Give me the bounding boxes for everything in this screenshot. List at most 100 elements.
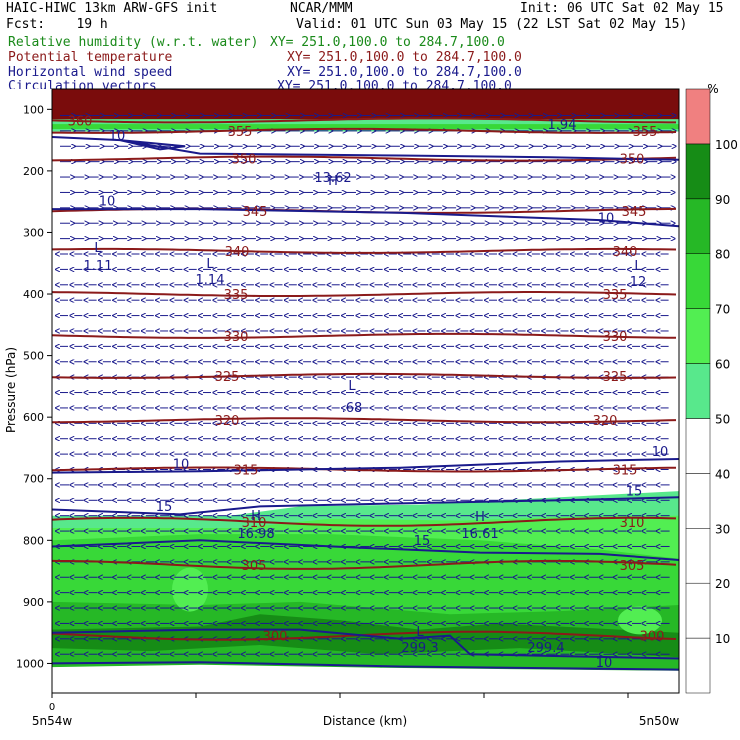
- colorbar-tick-label: 80: [715, 248, 730, 262]
- wind-label: 15: [156, 500, 173, 515]
- extremum-value: 16.61: [461, 527, 498, 542]
- wind-15-lower: [52, 539, 679, 561]
- legend-xy-theta: XY= 251.0,100.0 to 284.7,100.0: [287, 50, 522, 65]
- theta-label-355: 355: [228, 125, 253, 140]
- theta-label-360: 360: [68, 114, 93, 129]
- theta-contour-320: [52, 417, 677, 424]
- theta-label-330: 330: [603, 330, 628, 345]
- legend-xy-vectors: XY= 251.0,100.0 to 284.7,100.0: [277, 80, 512, 89]
- theta-label-345: 345: [243, 205, 268, 220]
- extremum-mark: H: [328, 174, 338, 189]
- x-start-label: 5n54w: [32, 714, 73, 728]
- init-time: Init: 06 UTC Sat 02 May 15: [520, 1, 724, 16]
- extremum-mark: L: [206, 257, 214, 272]
- extremum-value: .68: [342, 401, 363, 416]
- wind-10-mid: [52, 458, 679, 474]
- wind-label: 15: [414, 534, 431, 549]
- wind-label: 10: [652, 445, 669, 460]
- extremum-value: 16.98: [237, 527, 274, 542]
- colorbar-segment: [685, 418, 711, 474]
- extremum-value: 12: [630, 275, 647, 290]
- theta-contour-360: [52, 117, 676, 124]
- extremum-mark: H: [251, 509, 261, 524]
- wind-label: 10: [173, 457, 190, 472]
- rh-fill-patch: [618, 606, 662, 635]
- extremum-mark: L: [348, 379, 356, 394]
- theta-label-305: 305: [620, 559, 645, 574]
- colorbar-tick-label: 10: [715, 632, 730, 646]
- legend-xy-rh: XY= 251.0,100.0 to 284.7,100.0: [270, 35, 505, 50]
- theta-label-350: 350: [620, 153, 645, 168]
- theta-label-315: 315: [234, 464, 259, 479]
- wind-15-upper: [52, 496, 679, 516]
- y-tick-label: 200: [23, 165, 44, 178]
- y-tick-label: 500: [23, 350, 44, 363]
- theta-contour-350: [52, 155, 677, 162]
- wind-10-jet: [52, 208, 679, 228]
- colorbar-tick-label: 20: [715, 577, 730, 591]
- colorbar-tick-label: 70: [715, 303, 730, 317]
- theta-contour-315: [52, 466, 677, 473]
- y-tick-label: 300: [23, 226, 44, 239]
- colorbar-tick-label: 30: [715, 522, 730, 536]
- colorbar-segment: [685, 637, 711, 694]
- y-tick-label: 700: [23, 473, 44, 486]
- colorbar-tick-label: 100: [715, 138, 738, 152]
- wind-contour-layer: [52, 136, 679, 671]
- theta-label-310: 310: [620, 516, 645, 531]
- extremum-value: 299.3: [401, 641, 438, 656]
- theta-label-320: 320: [593, 414, 618, 429]
- extremum-value: 1.14: [196, 273, 225, 288]
- wind-label: 10: [598, 212, 615, 227]
- y-tick-label: 1000: [16, 657, 44, 670]
- colorbar-tick-label: 90: [715, 193, 730, 207]
- valid-time: Valid: 01 UTC Sun 03 May 15 (22 LST Sat …: [296, 17, 688, 32]
- colorbar-unit: %: [707, 82, 718, 96]
- wind-label: 10: [99, 194, 116, 209]
- theta-label-305: 305: [242, 559, 267, 574]
- y-tick-label: 600: [23, 411, 44, 424]
- theta-label-330: 330: [224, 330, 249, 345]
- colorbar-segment: [685, 198, 711, 254]
- theta-contour-340: [52, 247, 677, 254]
- theta-contour-330: [52, 332, 677, 339]
- legend-label-theta: Potential temperature: [8, 50, 173, 65]
- wind-label: 10: [109, 129, 126, 144]
- forecast-hour: Fcst: 19 h: [6, 17, 108, 32]
- theta-label-325: 325: [603, 370, 628, 385]
- contour-label-layer: 360 355 355 350 350 345 345 340 340 335 335 330 330 3…: [68, 114, 669, 671]
- theta-label-355: 355: [633, 125, 658, 140]
- colorbar-tick-label: 40: [715, 467, 730, 481]
- theta-contour-325: [52, 372, 677, 379]
- theta-label-340: 340: [613, 245, 638, 260]
- theta-label-300: 300: [640, 630, 665, 645]
- legend-xy-wind: XY= 251.0,100.0 to 284.7,100.0: [287, 65, 522, 80]
- x-axis-label: Distance (km): [323, 714, 407, 728]
- colorbar-segment: [685, 363, 711, 419]
- institution-label: NCAR/MMM: [290, 1, 353, 16]
- extremum-mark: H: [475, 510, 485, 525]
- theta-label-310: 310: [242, 516, 267, 531]
- legend-label-rh: Relative humidity (w.r.t. water): [8, 35, 259, 50]
- theta-label-315: 315: [613, 464, 638, 479]
- model-title: HAIC-HIWC 13km ARW-GFS init: [6, 1, 218, 16]
- wind-label: 10: [596, 656, 613, 671]
- x-zero-label: 0: [49, 702, 55, 713]
- extremum-value: 1.94: [548, 118, 577, 133]
- theta-contour-310: [52, 516, 677, 527]
- theta-contour-335: [52, 291, 677, 297]
- y-tick-label: 800: [23, 534, 44, 547]
- wind-label: 15: [626, 484, 643, 499]
- theta-label-350: 350: [232, 153, 257, 168]
- colorbar-tick-label: 50: [715, 412, 730, 426]
- extremum-value: 1.11: [84, 259, 113, 274]
- theta-contour-305: [52, 559, 677, 570]
- theta-contour-355: [52, 127, 677, 134]
- y-tick-label: 100: [23, 103, 44, 116]
- extremum-mark: L: [634, 259, 642, 274]
- colorbar-segment: [685, 582, 711, 639]
- theta-label-345: 345: [622, 205, 647, 220]
- rh-fill-layer: [52, 89, 679, 693]
- colorbar-segment: [685, 143, 711, 200]
